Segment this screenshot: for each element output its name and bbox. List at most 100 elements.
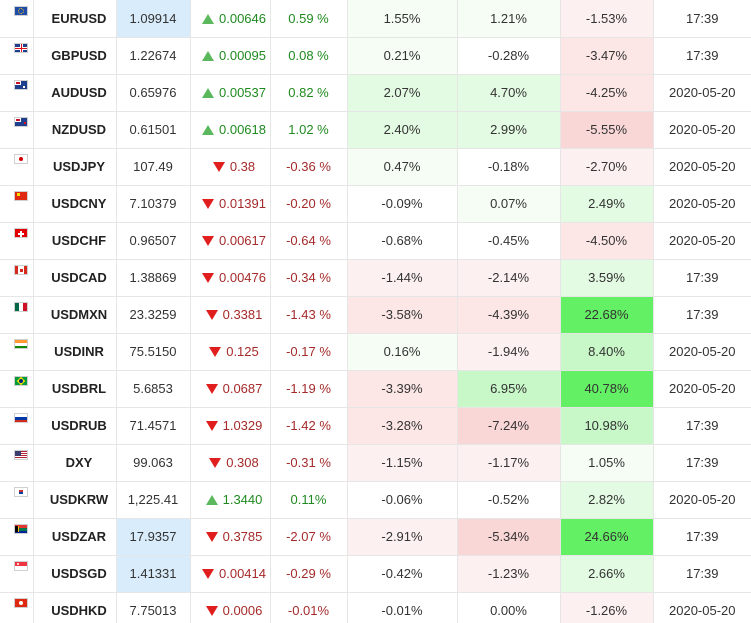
symbol-cell[interactable]: USDKRW (32, 480, 117, 519)
performance-cell-2: -7.24% (456, 406, 561, 445)
symbol-label[interactable]: USDJPY (52, 159, 106, 174)
quote-row[interactable]: USDCAD 1.38869 0.00476 -0.34 % -1.44% -2.14% 3… (0, 258, 751, 297)
change-value: 0.308 (226, 455, 259, 470)
symbol-label[interactable]: USDBRL (51, 381, 107, 396)
performance-cell-1: -3.39% (346, 369, 458, 408)
arrow-down-icon (205, 384, 218, 394)
performance-cell-1: -0.06% (346, 480, 458, 519)
quote-row[interactable]: USDKRW 1,225.41 1.3440 0.11% -0.06% -0.52% 2.8… (0, 480, 751, 519)
percent-change-cell: 1.02 % (269, 110, 348, 149)
price-cell: 99.063 (115, 443, 191, 482)
symbol-label[interactable]: USDSGD (51, 566, 107, 581)
change-value: 0.00095 (219, 48, 266, 63)
quote-row[interactable]: USDBRL 5.6853 0.0687 -1.19 % -3.39% 6.95% 40.7… (0, 369, 751, 408)
quote-row[interactable]: USDHKD 7.75013 0.0006 -0.01% -0.01% 0.00% -1.2… (0, 591, 751, 623)
flag-cell (0, 554, 34, 593)
symbol-cell[interactable]: USDCAD (32, 258, 117, 297)
symbol-cell[interactable]: USDCHF (32, 221, 117, 260)
performance-cell-3: 24.66% (559, 517, 654, 556)
symbol-cell[interactable]: USDJPY (32, 147, 117, 186)
time-cell: 17:39 (652, 295, 751, 334)
quote-row[interactable]: USDINR 75.5150 0.125 -0.17 % 0.16% -1.94% 8.40… (0, 332, 751, 371)
price-value: 0.61501 (129, 122, 177, 137)
performance-value: -0.09% (381, 196, 423, 211)
quote-row[interactable]: USDSGD 1.41331 0.00414 -0.29 % -0.42% -1.23% 2… (0, 554, 751, 593)
time-cell: 2020-05-20 (652, 480, 751, 519)
performance-value: -1.17% (487, 455, 530, 470)
symbol-label[interactable]: USDINR (54, 344, 104, 359)
symbol-label[interactable]: EURUSD (51, 10, 107, 26)
symbol-cell[interactable]: NZDUSD (32, 110, 117, 149)
price-cell: 23.3259 (115, 295, 191, 334)
time-value: 17:39 (685, 566, 719, 581)
symbol-cell[interactable]: USDINR (32, 332, 117, 371)
percent-change-value: 0.82 % (288, 85, 329, 100)
percent-change-value: -0.20 % (286, 196, 331, 211)
symbol-cell[interactable]: USDRUB (32, 406, 117, 445)
symbol-cell[interactable]: EURUSD (32, 0, 117, 38)
quote-row[interactable]: EURUSD 1.09914 0.00646 0.59 % 1.55% 1.21% -1.5… (0, 0, 751, 38)
symbol-cell[interactable]: USDBRL (32, 369, 117, 408)
quote-row[interactable]: AUDUSD 0.65976 0.00537 0.82 % 2.07% 4.70% -4.2… (0, 73, 751, 112)
change-cell: 0.3381 (189, 295, 271, 334)
quote-row[interactable]: USDRUB 71.4571 1.0329 -1.42 % -3.28% -7.24% 10… (0, 406, 751, 445)
quote-row[interactable]: USDJPY 107.49 0.38 -0.36 % 0.47% -0.18% -2.70%… (0, 147, 751, 186)
symbol-cell[interactable]: USDCNY (32, 184, 117, 223)
time-cell: 2020-05-20 (652, 184, 751, 223)
time-cell: 2020-05-20 (652, 369, 751, 408)
percent-change-value: -1.43 % (286, 307, 331, 322)
symbol-label[interactable]: USDCAD (51, 270, 107, 285)
quote-row[interactable]: GBPUSD 1.22674 0.00095 0.08 % 0.21% -0.28% -3.… (0, 36, 751, 75)
symbol-cell[interactable]: GBPUSD (32, 36, 117, 75)
price-value: 1.09914 (129, 10, 177, 26)
performance-cell-3: -4.50% (559, 221, 654, 260)
performance-value: 2.49% (588, 196, 625, 211)
performance-value: -0.42% (381, 566, 423, 581)
ch-flag-icon (13, 228, 28, 238)
symbol-cell[interactable]: USDSGD (32, 554, 117, 593)
performance-value: 0.16% (383, 344, 421, 359)
performance-cell-3: 3.59% (559, 258, 654, 297)
performance-cell-1: 2.40% (346, 110, 458, 149)
quote-row[interactable]: USDCHF 0.96507 0.00617 -0.64 % -0.68% -0.45% -… (0, 221, 751, 260)
performance-value: -1.23% (487, 566, 530, 581)
arrow-up-icon (202, 125, 214, 135)
symbol-label[interactable]: AUDUSD (51, 85, 107, 100)
symbol-label[interactable]: USDCNY (51, 196, 107, 211)
quote-row[interactable]: USDMXN 23.3259 0.3381 -1.43 % -3.58% -4.39% 22… (0, 295, 751, 334)
quote-row[interactable]: USDCNY 7.10379 0.01391 -0.20 % -0.09% 0.07% 2.… (0, 184, 751, 223)
quote-row[interactable]: NZDUSD 0.61501 0.00618 1.02 % 2.40% 2.99% -5.5… (0, 110, 751, 149)
performance-value: -4.50% (585, 233, 628, 248)
percent-change-cell: -0.64 % (269, 221, 348, 260)
symbol-label[interactable]: GBPUSD (51, 48, 107, 63)
symbol-cell[interactable]: AUDUSD (32, 73, 117, 112)
price-cell: 1,225.41 (115, 480, 191, 519)
symbol-cell[interactable]: USDZAR (32, 517, 117, 556)
price-cell: 0.65976 (115, 73, 191, 112)
symbol-label[interactable]: USDKRW (49, 492, 109, 507)
change-cell: 1.3440 (189, 480, 271, 519)
symbol-label[interactable]: USDCHF (51, 233, 107, 248)
performance-cell-1: -1.44% (346, 258, 458, 297)
symbol-cell[interactable]: USDMXN (32, 295, 117, 334)
time-cell: 17:39 (652, 554, 751, 593)
symbol-label[interactable]: USDZAR (51, 529, 107, 544)
price-value: 99.063 (133, 455, 173, 470)
performance-cell-3: 8.40% (559, 332, 654, 371)
flag-cell (0, 591, 34, 623)
performance-value: -1.15% (381, 455, 423, 470)
symbol-label[interactable]: USDMXN (50, 307, 108, 322)
quote-row[interactable]: USDZAR 17.9357 0.3785 -2.07 % -2.91% -5.34% 24… (0, 517, 751, 556)
performance-value: 2.99% (490, 122, 527, 137)
symbol-label[interactable]: NZDUSD (51, 122, 107, 137)
symbol-label[interactable]: DXY (65, 455, 93, 470)
arrow-up-icon (205, 495, 218, 505)
price-cell: 7.75013 (115, 591, 191, 623)
symbol-cell[interactable]: USDHKD (32, 591, 117, 623)
symbol-label[interactable]: USDRUB (51, 418, 107, 433)
symbol-label[interactable]: USDHKD (51, 603, 107, 618)
symbol-cell[interactable]: DXY (32, 443, 117, 482)
flag-cell (0, 443, 34, 482)
performance-cell-3: 1.05% (559, 443, 654, 482)
quote-row[interactable]: DXY 99.063 0.308 -0.31 % -1.15% -1.17% 1.05% 17… (0, 443, 751, 482)
